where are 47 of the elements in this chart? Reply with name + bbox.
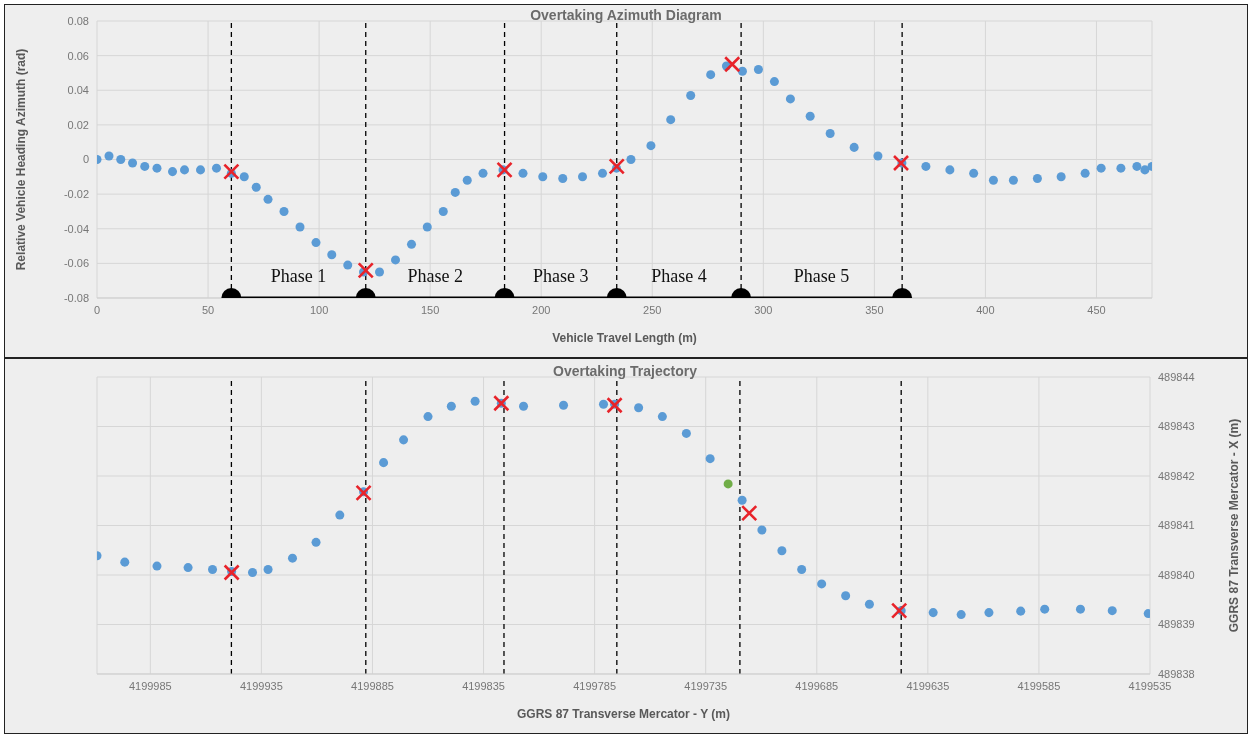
chart-title: Overtaking Azimuth Diagram — [529, 7, 723, 23]
x-tick-label: 4199685 — [795, 679, 839, 692]
y2-tick-label: 489838 — [1158, 667, 1195, 680]
x-tick-label: 200 — [532, 303, 551, 316]
x-tick-label: 4199535 — [1128, 679, 1172, 692]
y-tick-label: 0.06 — [67, 49, 89, 62]
y-tick-label: 0 — [82, 153, 89, 166]
y-tick-label: 0.04 — [67, 84, 89, 97]
annotation: Phase 1 — [270, 266, 327, 286]
x-tick-label: 450 — [1087, 303, 1106, 316]
x-tick-label: 0 — [93, 303, 101, 316]
x-tick-label: 4199835 — [462, 679, 505, 692]
y2-tick-label: 489843 — [1158, 420, 1195, 433]
x-tick-label: 4199735 — [684, 679, 728, 692]
annotation: Phase 4 — [651, 266, 707, 286]
x-tick-label: 100 — [309, 303, 329, 316]
y2-tick-label: 489842 — [1158, 469, 1195, 482]
x-tick-label: 4199585 — [1017, 679, 1061, 692]
y2-tick-label: 489839 — [1158, 618, 1195, 631]
y2-tick-label: 489841 — [1158, 519, 1195, 532]
y-tick-label: -0.06 — [63, 257, 89, 270]
x-tick-label: 350 — [865, 303, 884, 316]
y-tick-label: 0.02 — [67, 118, 89, 131]
y2-tick-label: 489840 — [1158, 568, 1195, 581]
x-tick-label: 4199985 — [128, 679, 172, 692]
y-tick-label: -0.08 — [63, 291, 89, 304]
annotation: Phase 3 — [532, 266, 589, 286]
x-tick-label: 4199785 — [573, 679, 617, 692]
x-tick-label: 4199885 — [351, 679, 394, 692]
y-tick-label: 0.08 — [67, 14, 89, 27]
x-axis-title: Vehicle Travel Length (m) — [552, 331, 697, 345]
x-tick-label: 250 — [643, 303, 662, 316]
y-axis-title: Relative Vehicle Heading Azimuth (rad) — [14, 48, 29, 271]
annotation: Phase 2 — [407, 266, 463, 286]
x-tick-label: 4199635 — [906, 679, 950, 692]
y2-tick-label: 489844 — [1158, 370, 1195, 383]
y-tick-label: -0.04 — [63, 222, 89, 235]
y-tick-label: -0.02 — [63, 188, 89, 201]
annotation: Phase 5 — [793, 266, 850, 286]
x-axis-title: GGRS 87 Transverse Mercator - Y (m) — [517, 707, 730, 721]
chart-title: Overtaking Trajectory — [552, 363, 698, 379]
x-tick-label: 4199935 — [239, 679, 283, 692]
x-tick-label: 150 — [420, 303, 440, 316]
x-tick-label: 400 — [976, 303, 995, 316]
x-tick-label: 300 — [754, 303, 773, 316]
x-tick-label: 50 — [201, 303, 215, 316]
y2-axis-title: GGRS 87 Transverse Mercator - X (m) — [1227, 418, 1242, 633]
